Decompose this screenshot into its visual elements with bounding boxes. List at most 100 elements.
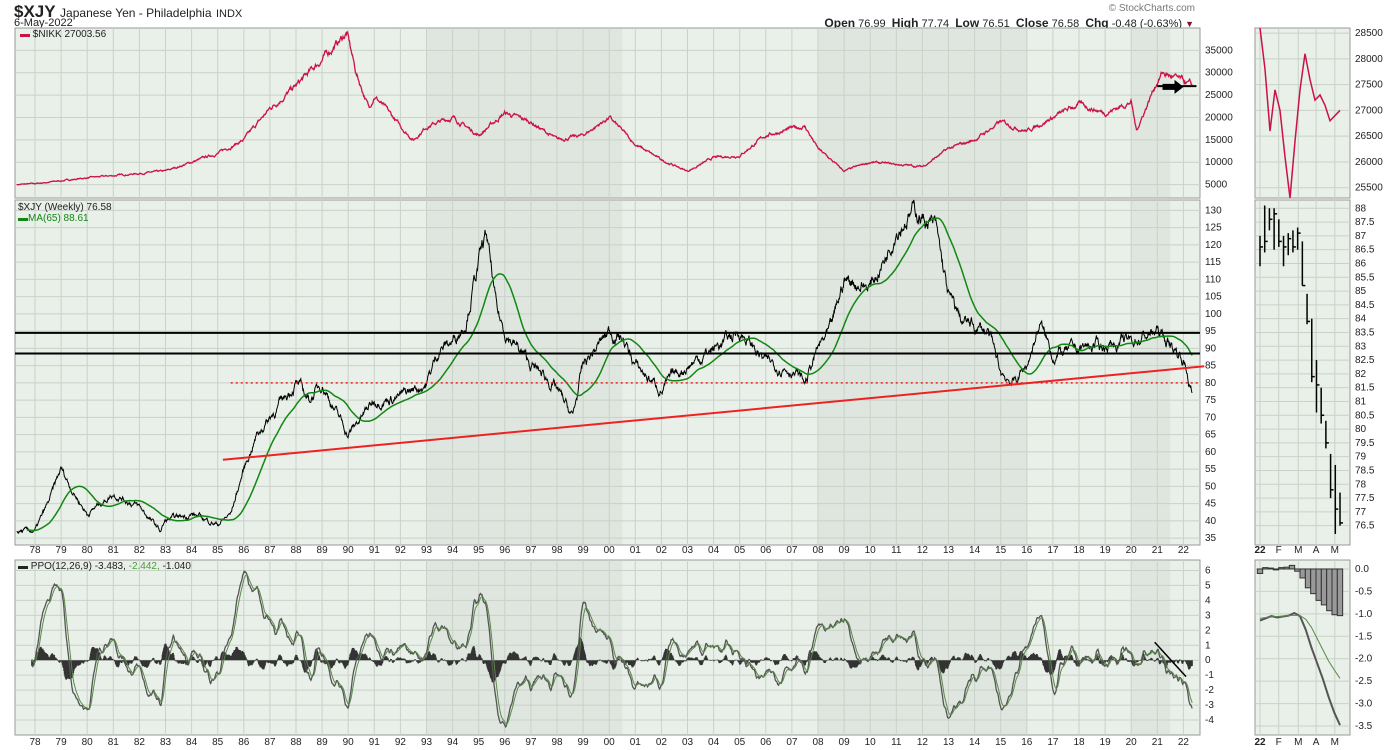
x-tick-label: 04	[708, 737, 720, 748]
side-nikk-line	[1259, 27, 1341, 199]
x-tick-label: 78	[29, 545, 41, 556]
y-tick-label: 35	[1205, 533, 1217, 544]
x-tick-label: 88	[290, 545, 302, 556]
side-y-tick-label: -2.5	[1355, 676, 1373, 687]
side-y-tick-label: 84	[1355, 314, 1367, 325]
x-tick-label: 07	[786, 737, 798, 748]
side-y-tick-label: 79	[1355, 452, 1367, 463]
x-tick-label: 95	[473, 737, 485, 748]
side-x-tick-label: 22	[1254, 545, 1266, 556]
x-tick-label: 94	[447, 545, 459, 556]
side-y-tick-label: 0.0	[1355, 564, 1369, 575]
y-tick-label: 5000	[1205, 180, 1228, 191]
signal-value: -2.442,	[128, 561, 160, 572]
x-tick-label: 20	[1126, 737, 1138, 748]
x-tick-label: 15	[995, 545, 1007, 556]
x-tick-label: 90	[343, 545, 355, 556]
x-tick-label: 07	[786, 545, 798, 556]
x-tick-label: 18	[1073, 545, 1085, 556]
y-tick-label: 50	[1205, 481, 1217, 492]
y-tick-label: 6	[1205, 565, 1211, 576]
side-y-tick-label: 87.5	[1355, 217, 1375, 228]
x-tick-label: 22	[1178, 545, 1190, 556]
side-x-tick-label: M	[1294, 737, 1302, 748]
side-x-tick-label: M	[1331, 545, 1339, 556]
side-hist-bar	[1326, 568, 1333, 612]
side-x-tick-label: A	[1313, 545, 1320, 556]
x-tick-label: 82	[134, 737, 146, 748]
side-y-tick-label: -3.0	[1355, 699, 1373, 710]
x-tick-label: 93	[421, 545, 433, 556]
x-tick-label: 03	[682, 737, 694, 748]
x-tick-label: 89	[317, 545, 329, 556]
low-value: 76.51	[982, 18, 1010, 30]
y-tick-label: 105	[1205, 292, 1222, 303]
ppo-trendline	[1154, 641, 1187, 678]
side-y-tick-label: 83	[1355, 341, 1367, 352]
side-y-tick-label: 85.5	[1355, 272, 1375, 283]
x-tick-label: 87	[264, 737, 276, 748]
side-y-tick-label: 27500	[1355, 80, 1383, 91]
y-tick-label: -4	[1205, 715, 1214, 726]
side-hist-bar	[1315, 568, 1322, 601]
x-tick-label: 79	[56, 737, 68, 748]
x-tick-label: 86	[238, 545, 250, 556]
close-value: 76.58	[1051, 18, 1080, 30]
chart-date: 6-May-2022	[14, 17, 73, 29]
x-tick-label: 85	[212, 545, 224, 556]
y-tick-label: 5	[1205, 580, 1211, 591]
side-hist-bar	[1310, 568, 1317, 595]
x-tick-label: 05	[734, 737, 746, 748]
x-tick-label: 00	[604, 545, 616, 556]
side-hist-bar	[1294, 568, 1301, 572]
side-y-tick-label: 79.5	[1355, 438, 1375, 449]
y-tick-label: 10000	[1205, 157, 1233, 168]
x-tick-label: 11	[891, 737, 902, 748]
side-y-tick-label: 27000	[1355, 105, 1383, 116]
side-y-tick-label: 80.5	[1355, 410, 1375, 421]
y-tick-label: 30000	[1205, 68, 1233, 79]
x-tick-label: 14	[969, 545, 981, 556]
y-tick-label: 75	[1205, 395, 1217, 406]
x-tick-label: 98	[551, 737, 563, 748]
x-tick-label: 02	[656, 545, 668, 556]
y-tick-label: 95	[1205, 326, 1217, 337]
ma-legend: ▬MA(65) 88.61	[18, 213, 89, 224]
x-tick-label: 08	[812, 545, 824, 556]
x-tick-label: 99	[578, 545, 590, 556]
side-y-tick-label: 86.5	[1355, 245, 1375, 256]
x-tick-label: 20	[1126, 545, 1138, 556]
x-tick-label: 13	[943, 545, 955, 556]
side-y-tick-label: 82.5	[1355, 355, 1375, 366]
side-hist-bar	[1288, 564, 1296, 570]
side-x-tick-label: F	[1276, 737, 1282, 748]
x-tick-label: 05	[734, 545, 746, 556]
y-tick-label: 1	[1205, 640, 1211, 651]
y-tick-label: 110	[1205, 274, 1221, 285]
shade-band	[1131, 561, 1171, 734]
price-legend-text: $XJY (Weekly) 76.58	[18, 202, 112, 213]
x-tick-label: 97	[525, 737, 537, 748]
trendline	[222, 365, 1205, 461]
x-tick-label: 04	[708, 545, 720, 556]
x-tick-label: 22	[1178, 737, 1190, 748]
side-y-tick-label: 77.5	[1355, 493, 1375, 504]
open-value: 76.99	[858, 18, 886, 30]
side-y-tick-label: 81.5	[1355, 383, 1375, 394]
y-tick-label: 35000	[1205, 45, 1233, 56]
x-tick-label: 09	[839, 545, 851, 556]
ppo-legend: ▬ PPO(12,26,9) -3.483, -2.442, -1.040	[18, 561, 191, 572]
side-y-tick-label: 85	[1355, 286, 1367, 297]
side-y-tick-label: 77	[1355, 507, 1367, 518]
x-tick-label: 10	[865, 737, 877, 748]
symbol: $XJY	[14, 2, 56, 21]
side-hist-bar	[1320, 568, 1328, 606]
x-tick-label: 91	[369, 737, 381, 748]
side-y-tick-label: 26500	[1355, 131, 1383, 142]
chg-value: -0.48 (-0.63%)	[1111, 18, 1183, 30]
x-tick-label: 84	[186, 737, 198, 748]
side-y-tick-label: 80	[1355, 424, 1367, 435]
side-panel-bg-0	[1254, 27, 1351, 199]
hist-value: -1.040	[162, 561, 191, 572]
